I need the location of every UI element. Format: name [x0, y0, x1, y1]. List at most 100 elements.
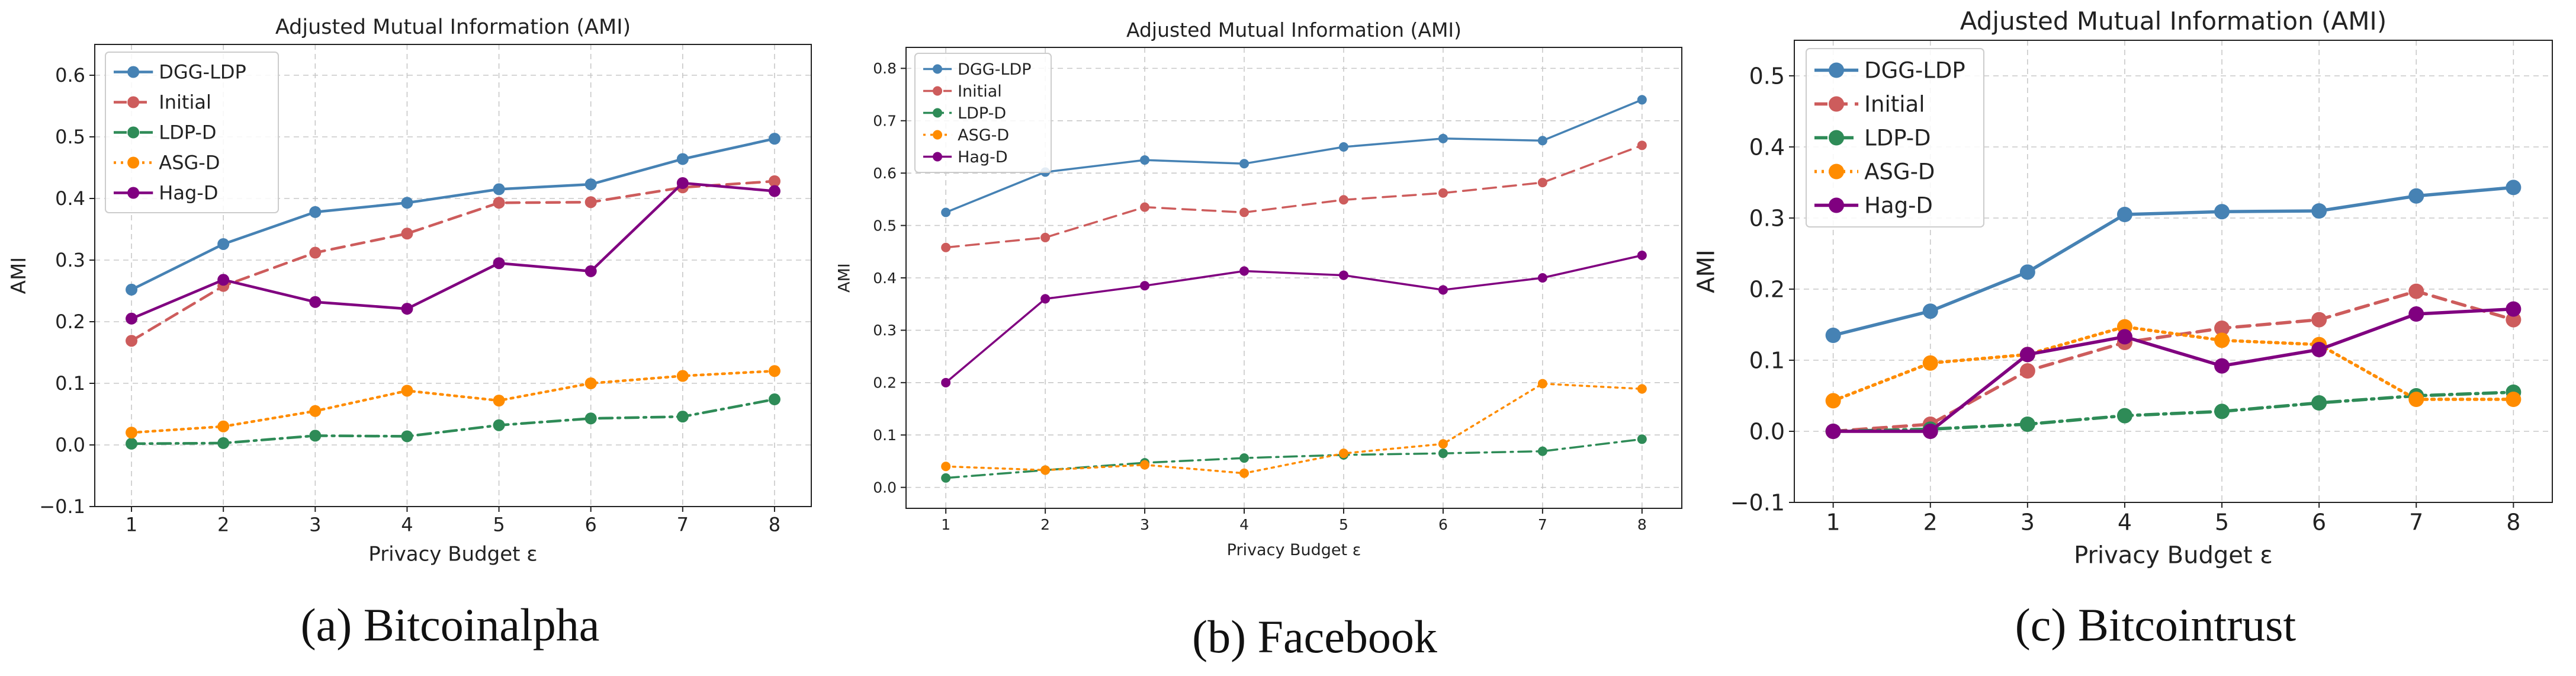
data-point-dgg-ldp: [1825, 328, 1841, 343]
data-point-asg-d: [401, 385, 413, 397]
data-point-initial: [1537, 178, 1547, 188]
legend-label-dgg-ldp: DGG-LDP: [159, 61, 246, 84]
data-point-dgg-ldp: [2214, 204, 2230, 220]
data-point-ldp-d: [217, 437, 230, 449]
data-point-dgg-ldp: [2506, 180, 2522, 196]
data-point-dgg-ldp: [493, 183, 505, 196]
data-point-ldp-d: [401, 430, 413, 443]
data-point-hag-d: [2214, 358, 2230, 374]
x-tick-label: 1: [941, 516, 950, 533]
series-line-ldp-d: [1831, 390, 2516, 433]
y-tick-label: 0.5: [873, 217, 897, 234]
legend-marker-ldp-d: [933, 108, 943, 118]
series-line-asg-d: [945, 382, 1643, 475]
series-line-asg-d: [1831, 325, 2516, 403]
data-point-hag-d: [1338, 270, 1348, 280]
legend-box: [914, 53, 1052, 173]
data-point-initial: [1140, 202, 1150, 212]
legend-marker-hag-d: [1829, 197, 1845, 213]
caption-facebook: (b) Facebook: [1192, 611, 1437, 662]
y-tick-label: −0.1: [1730, 489, 1785, 515]
x-tick-label: 1: [126, 514, 137, 536]
data-point-ldp-d: [309, 430, 322, 442]
data-point-hag-d: [126, 312, 138, 325]
legend-marker-dgg-ldp: [1829, 62, 1845, 78]
x-tick-label: 7: [2409, 509, 2423, 535]
data-point-dgg-ldp: [217, 238, 230, 250]
data-point-asg-d: [1040, 465, 1051, 475]
x-axis-label: Privacy Budget ε: [1227, 541, 1361, 559]
y-tick-label: 0.3: [55, 249, 85, 271]
y-tick-label: 0.5: [1749, 63, 1785, 89]
data-point-hag-d: [584, 265, 597, 277]
x-tick-label: 6: [585, 514, 597, 536]
data-point-ldp-d: [2311, 395, 2327, 411]
data-point-asg-d: [1438, 439, 1448, 449]
data-point-asg-d: [1825, 393, 1841, 409]
data-point-ldp-d: [676, 411, 689, 423]
x-tick-label: 6: [1438, 516, 1448, 533]
data-point-hag-d: [2019, 347, 2035, 363]
x-axis-label: Privacy Budget ε: [2074, 542, 2273, 569]
legend-label-ldp-d: LDP-D: [159, 121, 216, 144]
data-point-ldp-d: [768, 393, 780, 406]
y-tick-label: 0.1: [1749, 347, 1785, 373]
data-point-hag-d: [2408, 306, 2424, 322]
y-tick-label: 0.3: [1749, 205, 1785, 231]
data-point-ldp-d: [1438, 448, 1448, 459]
data-point-hag-d: [1239, 266, 1250, 276]
series-line-dgg-ldp: [130, 137, 776, 291]
series-line-dgg-ldp: [1831, 185, 2516, 337]
x-tick-label: 1: [1826, 509, 1841, 535]
data-point-initial: [2214, 321, 2230, 336]
data-point-asg-d: [1922, 355, 1938, 371]
data-point-dgg-ldp: [126, 283, 138, 296]
data-point-initial: [768, 175, 780, 187]
data-point-initial: [1338, 195, 1348, 205]
y-tick-label: 0.4: [55, 187, 85, 210]
data-point-hag-d: [1438, 285, 1448, 295]
y-tick-label: −0.1: [39, 495, 85, 518]
data-point-initial: [1438, 188, 1448, 198]
x-tick-label: 4: [1239, 516, 1249, 533]
y-tick-label: 0.3: [873, 322, 897, 339]
legend-label-dgg-ldp: DGG-LDP: [958, 60, 1032, 79]
data-point-asg-d: [676, 370, 689, 382]
y-axis-label: AMI: [836, 263, 854, 293]
x-tick-label: 3: [309, 514, 321, 536]
data-point-initial: [1637, 140, 1647, 150]
y-tick-label: 0.4: [873, 270, 897, 287]
legend-marker-dgg-ldp: [127, 66, 140, 78]
data-point-dgg-ldp: [2116, 207, 2132, 222]
data-point-initial: [941, 242, 951, 252]
data-point-ldp-d: [1239, 453, 1250, 463]
data-point-hag-d: [1140, 281, 1150, 291]
chart-title: Adjusted Mutual Information (AMI): [1126, 18, 1462, 41]
data-point-hag-d: [309, 296, 322, 308]
data-point-hag-d: [2506, 301, 2522, 317]
data-point-initial: [401, 228, 413, 240]
series-line-hag-d: [130, 181, 776, 321]
legend-label-ldp-d: LDP-D: [1864, 125, 1931, 150]
data-point-initial: [2506, 312, 2522, 328]
series-line-ldp-d: [130, 398, 776, 446]
data-point-asg-d: [493, 395, 505, 407]
data-point-ldp-d: [126, 437, 138, 450]
legend-label-hag-d: Hag-D: [958, 148, 1008, 166]
data-point-initial: [126, 335, 138, 347]
data-point-hag-d: [1825, 424, 1841, 439]
data-point-hag-d: [676, 177, 689, 189]
data-point-ldp-d: [584, 412, 597, 425]
data-point-hag-d: [2311, 342, 2327, 357]
data-point-initial: [2311, 312, 2327, 328]
data-point-initial: [2019, 363, 2035, 379]
data-point-initial: [1239, 207, 1250, 217]
x-tick-label: 3: [1140, 516, 1149, 533]
y-tick-label: 0.6: [873, 165, 897, 182]
data-point-dgg-ldp: [1140, 155, 1150, 165]
data-point-dgg-ldp: [768, 133, 780, 145]
data-point-ldp-d: [493, 419, 505, 431]
series-line-dgg-ldp: [945, 98, 1643, 214]
legend-label-initial: Initial: [958, 82, 1002, 101]
x-tick-label: 8: [769, 514, 780, 536]
